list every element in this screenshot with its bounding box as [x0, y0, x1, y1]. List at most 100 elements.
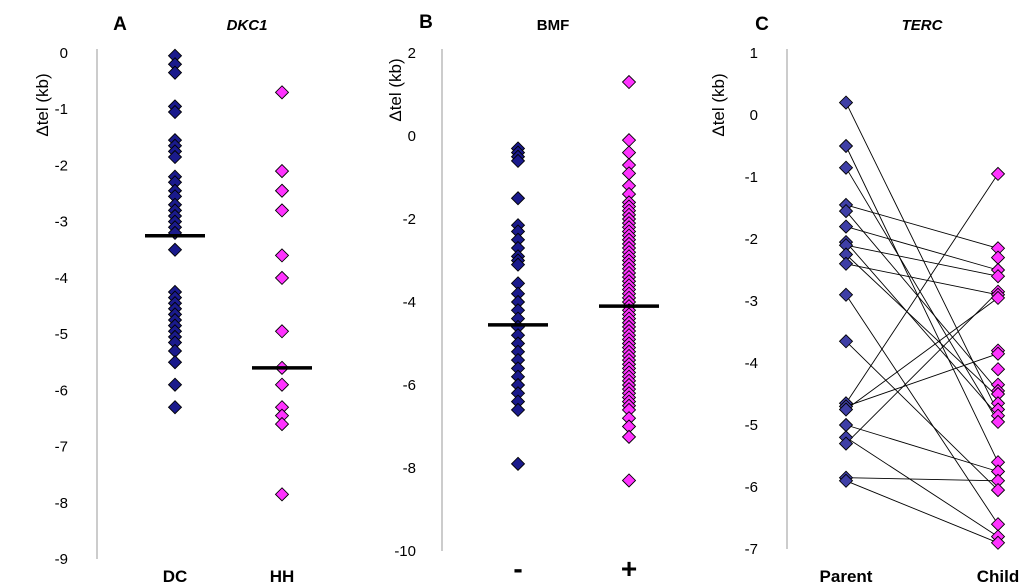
x-category-label: +: [621, 553, 637, 584]
y-tick-label: -10: [394, 543, 416, 560]
child-point: [990, 166, 1006, 182]
pair-link-line: [845, 480, 999, 544]
data-point: [621, 429, 637, 445]
data-point: [621, 145, 637, 160]
y-tick-label: 2: [408, 45, 416, 62]
data-point: [274, 377, 290, 392]
parent-point: [838, 219, 854, 234]
parent-point: [838, 417, 854, 433]
y-tick-label: 1: [750, 45, 758, 62]
x-category-label: Parent: [820, 567, 873, 586]
parent-point: [838, 334, 854, 349]
x-category-label: HH: [270, 567, 295, 586]
pair-link-line: [845, 241, 999, 416]
y-tick-label: -3: [55, 214, 68, 231]
parent-point: [838, 473, 854, 488]
data-point: [274, 163, 290, 179]
y-tick-label: -1: [745, 169, 758, 186]
y-axis-label: Δtel (kb): [386, 58, 405, 121]
data-point: [274, 248, 290, 263]
data-point: [510, 191, 526, 206]
data-point: [274, 416, 290, 432]
child-point: [990, 535, 1006, 550]
pair-link-line: [845, 294, 999, 525]
pair-link-line: [845, 173, 999, 404]
data-point: [621, 74, 637, 90]
pair-link-line: [845, 102, 999, 413]
y-tick-label: -7: [55, 439, 68, 456]
data-point: [621, 133, 637, 148]
y-axis-label: Δtel (kb): [709, 73, 728, 136]
data-point: [274, 183, 290, 198]
y-tick-label: -8: [55, 495, 68, 512]
y-tick-label: -4: [55, 270, 68, 287]
panel-a: A DKC1 Δtel (kb) 0 -1 -2 -3 -4 -5 -6 -7 -8 -9 DC HH: [33, 14, 312, 586]
parent-point: [838, 203, 854, 219]
pair-link-line: [845, 424, 999, 472]
parent-point: [838, 436, 854, 451]
y-axis-label: Δtel (kb): [33, 73, 52, 136]
parent-point: [838, 138, 854, 154]
pair-link-line: [845, 226, 999, 271]
data-point: [167, 104, 183, 120]
child-point: [990, 250, 1006, 265]
data-point: [274, 324, 290, 339]
chart-title: TERC: [902, 17, 944, 34]
pair-link-line: [845, 437, 999, 537]
pair-link-line: [845, 263, 999, 296]
y-tick-label: -2: [55, 157, 68, 174]
child-point: [990, 269, 1006, 284]
child-point: [990, 362, 1006, 377]
parent-point: [838, 402, 854, 417]
panel-b: B BMF Δtel (kb)2 0 -2 -4 -6 -8 -10 - +: [386, 12, 659, 584]
data-point: [510, 456, 526, 471]
parent-point: [838, 256, 854, 271]
data-point: [510, 257, 526, 272]
y-tick-label: -7: [745, 541, 758, 558]
pair-link-line: [845, 291, 999, 444]
panel-label: B: [419, 12, 433, 33]
x-category-label: -: [513, 553, 522, 584]
y-tick-label: -6: [745, 479, 758, 496]
pair-link-line: [845, 477, 999, 482]
chart-title: BMF: [537, 17, 570, 34]
child-point: [990, 517, 1006, 532]
y-tick-label: -4: [745, 355, 758, 372]
data-point: [167, 149, 183, 165]
data-point: [510, 153, 526, 169]
y-tick-label: -8: [403, 460, 416, 477]
pair-link-line: [845, 244, 999, 277]
pair-link-line: [845, 145, 999, 463]
panel-label: A: [113, 14, 127, 35]
data-point: [167, 355, 183, 370]
data-point: [510, 402, 526, 418]
y-tick-label: -6: [55, 382, 68, 399]
y-tick-label: 0: [60, 45, 68, 62]
pair-link-line: [845, 254, 999, 398]
data-point: [274, 270, 290, 286]
pair-link-line: [845, 204, 999, 249]
y-tick-label: 0: [408, 128, 416, 145]
pair-link-line: [845, 340, 999, 491]
y-tick-label: -2: [403, 211, 416, 228]
data-point: [274, 487, 290, 502]
y-tick-label: -3: [745, 293, 758, 310]
child-point: [990, 482, 1006, 498]
x-category-label: DC: [163, 567, 188, 586]
x-category-label: Child: [977, 567, 1020, 586]
y-tick-label: -5: [745, 417, 758, 434]
child-point: [990, 414, 1006, 430]
parent-point: [838, 95, 854, 110]
child-point: [990, 346, 1006, 361]
pair-link-line: [845, 353, 999, 407]
data-point: [167, 242, 183, 257]
data-point: [167, 400, 183, 415]
data-point: [274, 85, 290, 100]
chart-title: DKC1: [227, 17, 268, 34]
data-point: [167, 377, 183, 392]
parent-point: [838, 160, 854, 175]
y-tick-label: -5: [55, 326, 68, 343]
data-point: [621, 166, 637, 181]
child-point: [990, 290, 1006, 306]
